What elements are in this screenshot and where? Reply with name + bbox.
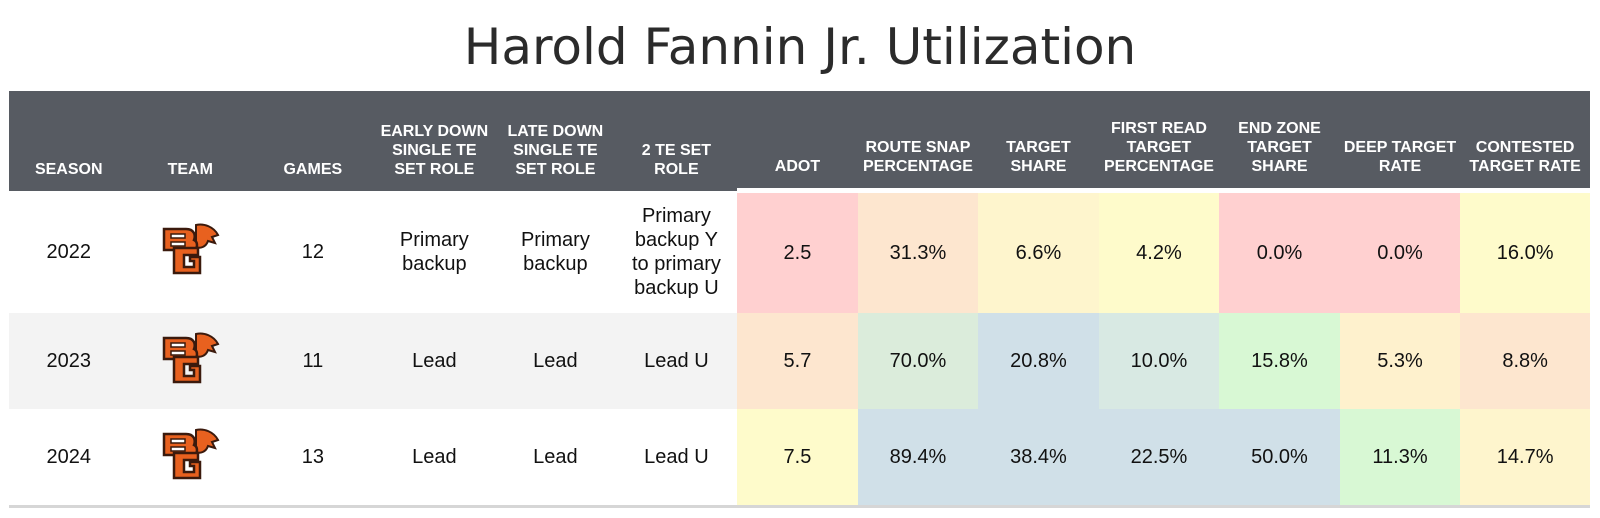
table-row: 2023 11 Lead Lead Lead U 5.7 70.0% 20.8% 10.0% 1… — [9, 313, 1590, 409]
col-header-end-zone: END ZONE TARGET SHARE — [1219, 91, 1340, 191]
deep-target-cell: 11.3% — [1339, 409, 1461, 508]
adot-cell: 7.5 — [737, 409, 858, 508]
late-down-role-cell: Primary backup — [495, 190, 616, 313]
end-zone-cell: 50.0% — [1219, 409, 1340, 508]
first-read-cell: 4.2% — [1098, 188, 1220, 313]
table-row: 2024 13 Lead Lead Lead U 7.5 89.4% 38.4% 22.5% 5… — [9, 409, 1590, 508]
early-down-role-cell: Lead — [373, 409, 496, 508]
contested-cell: 8.8% — [1460, 313, 1590, 409]
col-header-route-snap: ROUTE SNAP PERCENTAGE — [857, 91, 979, 191]
adot-cell: 2.5 — [737, 188, 858, 313]
col-header-contested: CONTESTED TARGET RATE — [1460, 91, 1590, 191]
late-down-role-cell: Lead — [495, 313, 616, 409]
games-cell: 12 — [252, 190, 374, 313]
season-cell: 2022 — [9, 190, 129, 313]
team-cell — [128, 190, 253, 313]
route-snap-cell: 31.3% — [857, 188, 979, 313]
target-share-cell: 20.8% — [978, 313, 1099, 409]
col-header-first-read: FIRST READ TARGET PERCENTAGE — [1098, 91, 1220, 191]
page-title: Harold Fannin Jr. Utilization — [463, 18, 1137, 76]
col-header-target-share: TARGET SHARE — [978, 91, 1099, 191]
col-header-season: SEASON — [9, 91, 129, 191]
team-cell — [128, 313, 253, 409]
games-cell: 13 — [252, 409, 374, 508]
contested-cell: 16.0% — [1460, 188, 1590, 313]
early-down-role-cell: Lead — [373, 313, 496, 409]
col-header-adot: ADOT — [737, 91, 858, 191]
end-zone-cell: 0.0% — [1219, 188, 1340, 313]
col-header-2te-role: 2 TE SET ROLE — [615, 91, 738, 191]
early-down-role-cell: Primary backup — [373, 190, 496, 313]
route-snap-cell: 70.0% — [857, 313, 979, 409]
games-cell: 11 — [252, 313, 374, 409]
first-read-cell: 10.0% — [1098, 313, 1220, 409]
season-cell: 2023 — [9, 313, 129, 409]
contested-cell: 14.7% — [1460, 409, 1590, 508]
utilization-table: SEASON TEAM GAMES EARLY DOWN SINGLE TE S… — [9, 91, 1590, 508]
col-header-early-down-role: EARLY DOWN SINGLE TE SET ROLE — [373, 91, 496, 191]
two-te-role-cell: Lead U — [615, 313, 738, 409]
route-snap-cell: 89.4% — [857, 409, 979, 508]
col-header-games: GAMES — [252, 91, 374, 191]
adot-cell: 5.7 — [737, 313, 858, 409]
two-te-role-cell: Primary backup Y to primary backup U — [615, 190, 738, 313]
col-header-deep-target: DEEP TARGET RATE — [1339, 91, 1461, 191]
header-row: SEASON TEAM GAMES EARLY DOWN SINGLE TE S… — [9, 91, 1590, 191]
bowling-green-falcons-logo-icon — [163, 223, 220, 274]
end-zone-cell: 15.8% — [1219, 313, 1340, 409]
season-cell: 2024 — [9, 409, 129, 508]
target-share-cell: 6.6% — [978, 188, 1099, 313]
bowling-green-falcons-logo-icon — [163, 428, 220, 480]
team-cell — [128, 409, 253, 508]
deep-target-cell: 0.0% — [1339, 188, 1461, 313]
target-share-cell: 38.4% — [978, 409, 1099, 508]
two-te-role-cell: Lead U — [615, 409, 738, 508]
deep-target-cell: 5.3% — [1339, 313, 1461, 409]
col-header-late-down-role: LATE DOWN SINGLE TE SET ROLE — [495, 91, 616, 191]
table-row: 2022 12 Primary backup Primary backup Prima… — [9, 188, 1590, 313]
first-read-cell: 22.5% — [1098, 409, 1220, 508]
bowling-green-falcons-logo-icon — [163, 332, 220, 384]
late-down-role-cell: Lead — [495, 409, 616, 508]
col-header-team: TEAM — [128, 91, 253, 191]
